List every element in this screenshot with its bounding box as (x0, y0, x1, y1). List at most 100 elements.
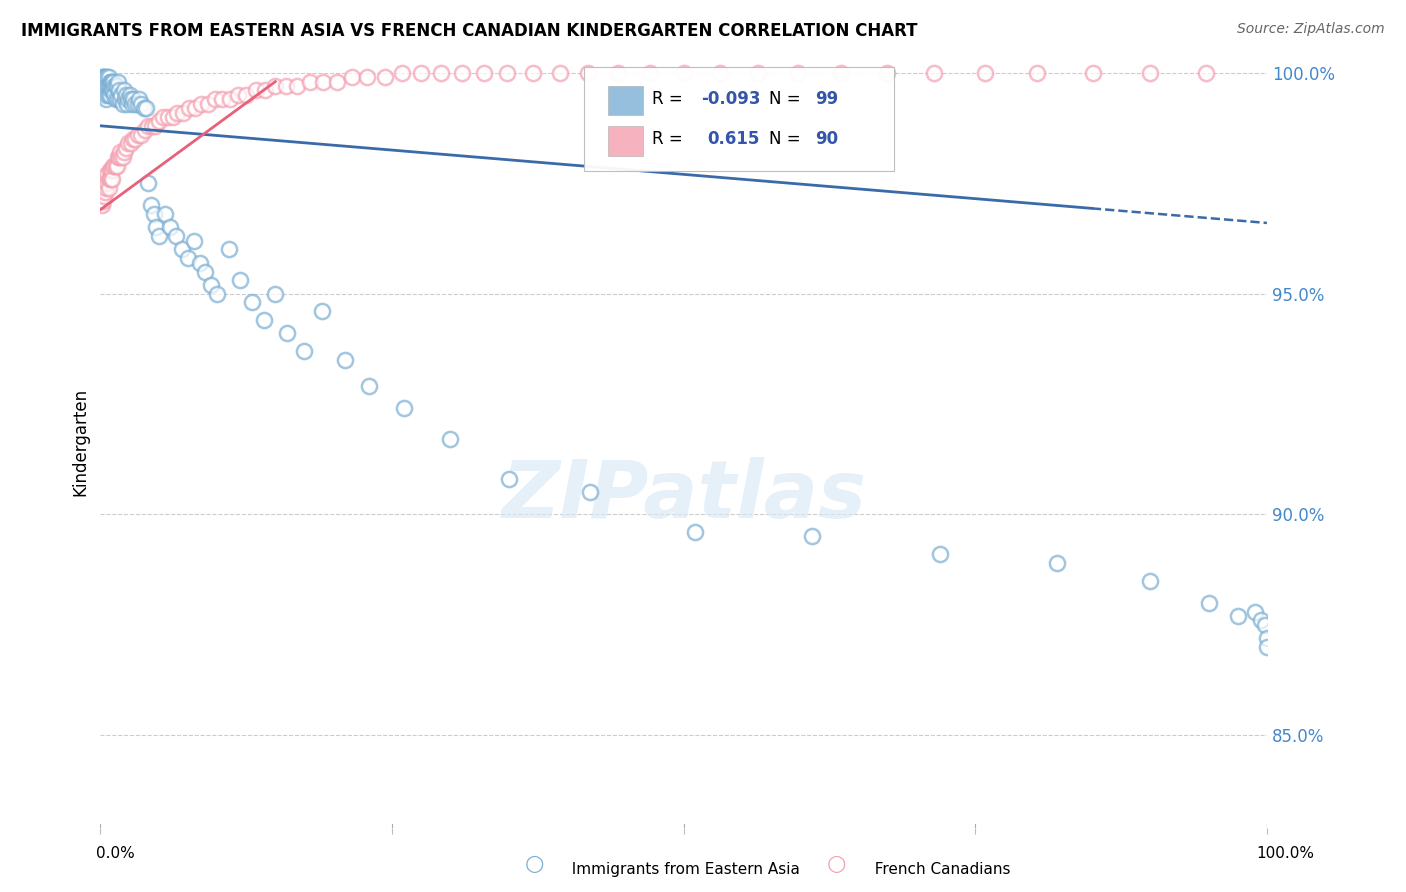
Point (177, 101, 200, 115)
Point (96, 180, 118, 194)
Point (287, 78, 309, 93)
Point (128, 92, 150, 106)
Y-axis label: Kindergarten: Kindergarten (72, 387, 89, 496)
Point (112, 83, 135, 97)
Point (120, 92, 142, 106)
Point (108, 150, 131, 164)
Point (100, 75, 122, 89)
Text: ZIPatlas: ZIPatlas (501, 457, 866, 534)
Point (100, 83, 122, 97)
Point (496, 66, 519, 80)
Point (96, 92, 118, 106)
Point (93, 75, 115, 89)
Point (451, 66, 474, 80)
Point (1256, 631, 1278, 645)
Point (672, 66, 695, 80)
Point (115, 87, 138, 102)
Point (94, 75, 117, 89)
Point (685, 524, 707, 539)
Point (172, 105, 194, 120)
Text: -0.093: -0.093 (702, 90, 761, 108)
Point (139, 198, 162, 212)
Point (1198, 596, 1220, 610)
Point (1081, 66, 1104, 80)
Point (104, 92, 127, 106)
Point (100, 171, 122, 186)
Point (115, 96, 138, 111)
Point (430, 66, 453, 80)
Text: R =: R = (652, 130, 693, 148)
Point (143, 119, 166, 133)
Point (253, 83, 276, 97)
Point (177, 252, 200, 266)
Point (94, 78, 117, 93)
Point (973, 66, 995, 80)
Text: ○: ○ (827, 854, 846, 873)
Point (101, 171, 124, 186)
Point (165, 229, 187, 244)
Point (90, 194, 112, 208)
Point (638, 66, 661, 80)
Point (830, 66, 852, 80)
Point (188, 255, 211, 269)
Point (94, 70, 117, 85)
Point (159, 220, 181, 235)
Point (204, 92, 226, 106)
Point (98, 171, 121, 186)
Point (240, 295, 263, 310)
Point (356, 70, 378, 85)
Point (96, 83, 118, 97)
Point (122, 92, 145, 106)
Point (800, 529, 823, 543)
Point (100, 163, 122, 178)
Point (136, 176, 159, 190)
Text: 99: 99 (815, 90, 839, 108)
Point (576, 66, 599, 80)
Text: N =: N = (769, 90, 806, 108)
Point (166, 105, 188, 120)
Point (93, 189, 115, 203)
Point (104, 159, 127, 173)
Point (101, 75, 124, 89)
Text: R =: R = (652, 90, 688, 108)
Point (136, 119, 159, 133)
Point (226, 87, 249, 102)
Point (439, 433, 461, 447)
Point (143, 207, 166, 221)
Point (103, 159, 125, 173)
Point (98, 163, 121, 178)
Point (1253, 617, 1275, 632)
Point (97, 78, 120, 93)
Point (1195, 66, 1218, 80)
Point (194, 264, 217, 278)
Point (127, 96, 149, 111)
Point (579, 485, 602, 500)
Bar (607, 86, 643, 115)
Point (122, 132, 145, 146)
Point (311, 304, 333, 318)
Point (107, 92, 129, 106)
Text: French Canadians: French Canadians (865, 863, 1010, 877)
Point (264, 78, 287, 93)
Point (929, 547, 952, 561)
Point (152, 110, 174, 124)
Point (112, 145, 135, 160)
Text: ○: ○ (524, 854, 544, 873)
Point (326, 75, 349, 89)
Point (294, 344, 316, 359)
Point (709, 66, 731, 80)
Point (1244, 605, 1267, 619)
Point (103, 75, 125, 89)
Point (472, 66, 495, 80)
Point (111, 96, 134, 111)
Point (156, 110, 179, 124)
Point (127, 128, 149, 142)
Point (97, 180, 120, 194)
Point (96, 78, 118, 93)
Point (97, 70, 120, 85)
Point (235, 87, 257, 102)
Point (124, 132, 146, 146)
Text: N =: N = (769, 130, 806, 148)
Point (132, 101, 155, 115)
Point (118, 87, 141, 102)
